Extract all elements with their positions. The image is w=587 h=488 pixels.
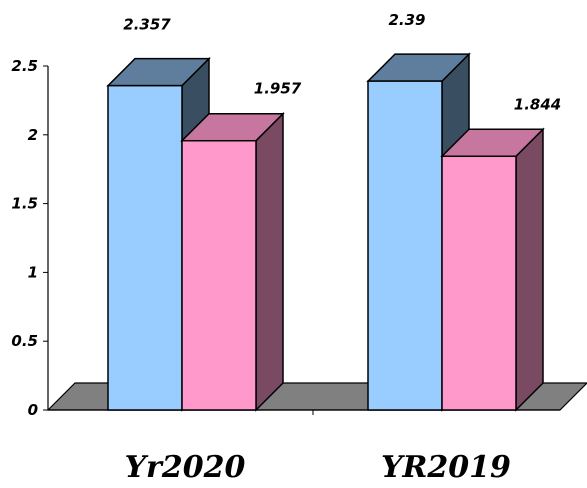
bar-front-face [107, 84, 183, 411]
y-tick-label: 0 [28, 401, 38, 419]
bar [440, 127, 545, 412]
bar-front-face [441, 155, 517, 411]
data-label: 1.957 [254, 80, 302, 98]
data-label: 1.844 [514, 95, 561, 113]
y-tick-label: 0.5 [11, 332, 38, 350]
y-tick-label: 2.5 [11, 57, 38, 75]
bar-side-face [255, 111, 284, 412]
bar [180, 111, 285, 412]
x-category-label: YR2019 [381, 450, 511, 485]
bars [106, 52, 545, 412]
data-label: 2.39 [388, 11, 425, 29]
bar-side-face [515, 127, 544, 412]
bar-front-face [367, 80, 443, 411]
y-tick-label: 1 [28, 263, 38, 281]
bar-front-face [181, 139, 257, 411]
labels: 2.357 1.957 Yr2020 2.39 1.844 YR2019 [123, 11, 561, 485]
x-category-label: Yr2020 [125, 450, 246, 485]
y-tick-label: 2 [28, 126, 38, 144]
y-tick-label: 1.5 [11, 195, 38, 213]
data-label: 2.357 [123, 16, 171, 34]
